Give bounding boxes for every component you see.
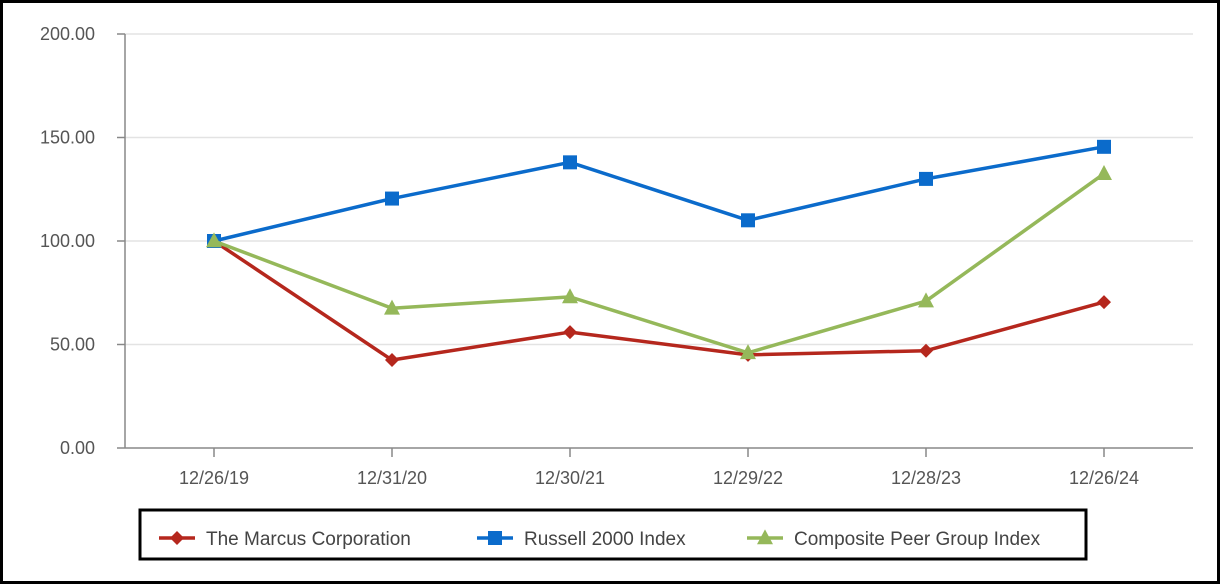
y-tick-label: 150.00 <box>40 128 95 148</box>
x-axis-tick-labels: 12/26/19 12/31/20 12/30/21 12/29/22 12/28/23… <box>179 468 1139 488</box>
y-axis-tick-labels: 0.00 50.00 100.00 150.00 200.00 <box>40 24 95 458</box>
x-tick-label: 12/26/24 <box>1069 468 1139 488</box>
legend-label: Composite Peer Group Index <box>794 529 1041 550</box>
data-point-the-marcus-corporation <box>385 353 399 368</box>
series-russell-2000-index <box>207 139 1111 248</box>
x-tick-label: 12/28/23 <box>891 468 961 488</box>
series-the-marcus-corporation <box>207 234 1111 368</box>
x-tick-label: 12/29/22 <box>713 468 783 488</box>
legend-swatch-marker <box>757 529 773 545</box>
data-point-composite-peer-group-index <box>740 344 756 360</box>
data-point-russell-2000-index <box>919 171 933 186</box>
y-tick-label: 100.00 <box>40 231 95 251</box>
legend-item-russell-2000-index: Russell 2000 Index <box>477 529 686 550</box>
x-tick-label: 12/31/20 <box>357 468 427 488</box>
series-lines <box>206 139 1112 368</box>
series-line-composite-peer-group-index <box>212 171 1106 355</box>
y-tick-label: 0.00 <box>60 438 95 458</box>
data-point-the-marcus-corporation <box>919 343 933 358</box>
data-point-the-marcus-corporation <box>563 325 577 340</box>
legend-box <box>138 508 1088 561</box>
legend-item-the-marcus-corporation: The Marcus Corporation <box>159 529 411 550</box>
y-tick-label: 200.00 <box>40 24 95 44</box>
legend-swatch-marker <box>170 531 184 545</box>
data-point-russell-2000-index <box>385 191 399 206</box>
legend-swatch-marker <box>488 531 502 545</box>
axes <box>117 33 1193 457</box>
x-tick-label: 12/30/21 <box>535 468 605 488</box>
series-line-russell-2000-index <box>212 145 1106 243</box>
y-tick-label: 50.00 <box>50 335 95 355</box>
series-line-the-marcus-corporation <box>212 239 1106 362</box>
data-point-the-marcus-corporation <box>1097 295 1111 310</box>
gridlines <box>125 33 1193 346</box>
data-point-composite-peer-group-index <box>1096 165 1112 181</box>
data-point-composite-peer-group-index <box>206 232 222 248</box>
x-tick-label: 12/26/19 <box>179 468 249 488</box>
line-chart: 0.00 50.00 100.00 150.00 200.00 12/26/19 12/3… <box>40 24 1193 561</box>
data-point-russell-2000-index <box>1097 139 1111 154</box>
data-point-composite-peer-group-index <box>562 288 578 304</box>
data-point-composite-peer-group-index <box>384 299 400 315</box>
legend-label: The Marcus Corporation <box>206 529 411 550</box>
legend: The Marcus Corporation Russell 2000 Index… <box>138 508 1088 561</box>
data-point-composite-peer-group-index <box>918 292 934 308</box>
data-point-russell-2000-index <box>563 155 577 170</box>
data-point-russell-2000-index <box>741 213 755 228</box>
series-composite-peer-group-index <box>206 165 1112 360</box>
legend-item-composite-peer-group-index: Composite Peer Group Index <box>747 529 1041 550</box>
legend-label: Russell 2000 Index <box>524 529 686 550</box>
